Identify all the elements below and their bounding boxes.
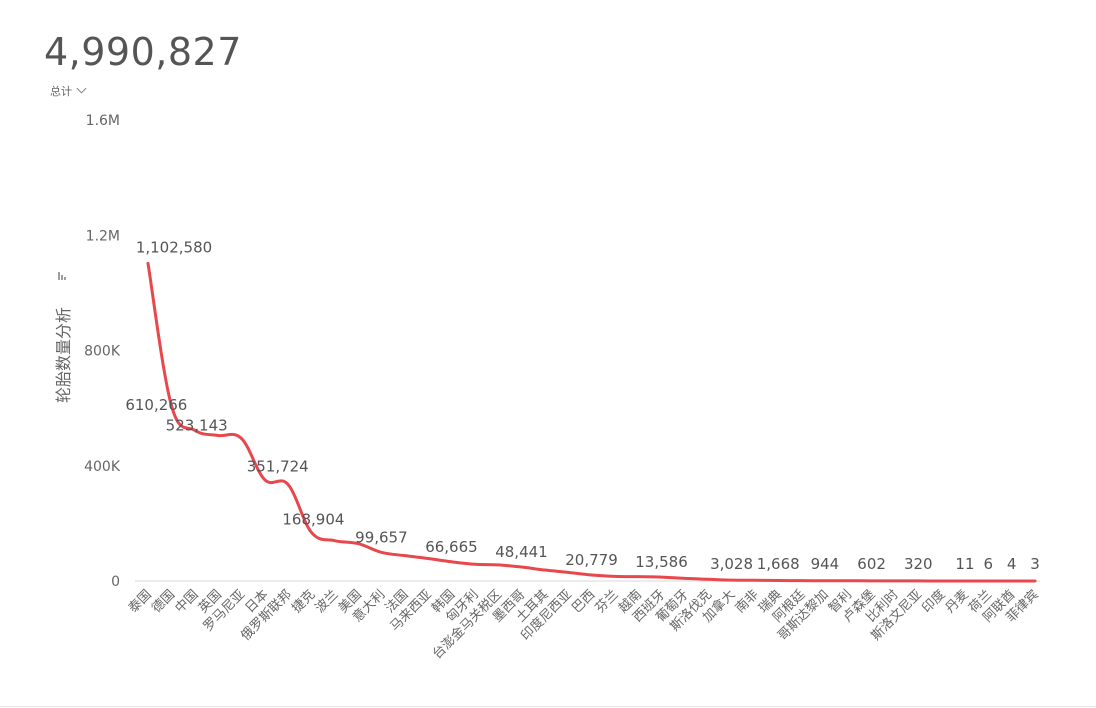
data-label: 48,441 bbox=[495, 543, 548, 561]
bottom-divider bbox=[0, 706, 1096, 707]
data-label: 99,657 bbox=[355, 528, 408, 546]
data-label: 13,586 bbox=[635, 553, 688, 571]
data-label: 523,143 bbox=[166, 416, 228, 434]
data-label: 944 bbox=[811, 555, 840, 573]
kpi-total-value: 4,990,827 bbox=[44, 30, 242, 74]
data-label: 3,028 bbox=[710, 555, 753, 573]
y-tick-label: 1.2M bbox=[86, 228, 120, 244]
x-tick-label: 泰国 bbox=[126, 587, 155, 616]
aggregation-dropdown[interactable]: 总计 bbox=[50, 83, 87, 99]
x-tick-label: 南非 bbox=[732, 587, 762, 617]
data-label: 168,904 bbox=[282, 510, 344, 528]
series-line bbox=[146, 261, 1037, 583]
data-label: 610,266 bbox=[125, 396, 187, 414]
x-tick-label: 巴西 bbox=[569, 587, 598, 616]
y-tick-label: 1.6M bbox=[86, 113, 120, 129]
y-tick-label: 400K bbox=[84, 459, 121, 475]
data-label: 1,102,580 bbox=[136, 238, 212, 256]
data-label: 4 bbox=[1007, 555, 1017, 573]
data-label: 20,779 bbox=[565, 551, 618, 569]
y-axis-title: 轮胎数量分析 bbox=[54, 307, 73, 403]
x-tick-label: 丹麦 bbox=[943, 587, 972, 616]
x-tick-label: 中国 bbox=[173, 587, 202, 616]
x-tick-label: 印度 bbox=[919, 587, 949, 617]
x-tick-label: 德国 bbox=[149, 587, 178, 616]
data-label: 66,665 bbox=[425, 538, 478, 556]
x-tick-label: 捷克 bbox=[289, 587, 318, 616]
x-tick-label: 波兰 bbox=[313, 587, 342, 616]
y-tick-label: 800K bbox=[84, 344, 121, 360]
y-tick-label: 0 bbox=[111, 574, 120, 590]
aggregation-label: 总计 bbox=[50, 85, 72, 98]
x-tick-label: 芬兰 bbox=[593, 587, 622, 616]
data-label: 320 bbox=[904, 555, 933, 573]
bar-chart-icon bbox=[58, 272, 66, 280]
data-label: 6 bbox=[984, 555, 994, 573]
data-label: 1,668 bbox=[757, 555, 800, 573]
data-label: 602 bbox=[857, 555, 886, 573]
data-label: 3 bbox=[1030, 555, 1040, 573]
data-label: 351,724 bbox=[247, 458, 309, 476]
data-label: 11 bbox=[955, 555, 974, 573]
